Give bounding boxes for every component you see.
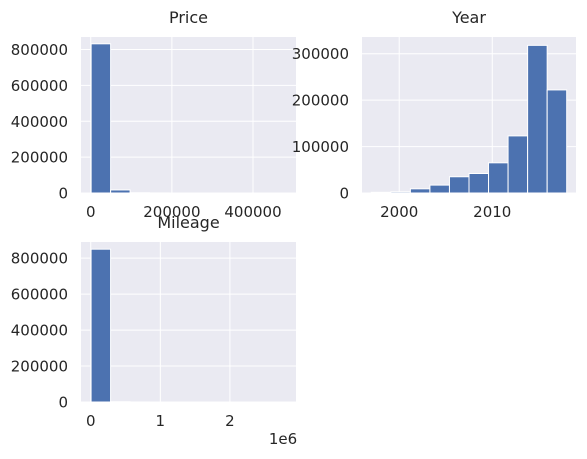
histogram-bar: [488, 162, 509, 194]
subplot-price: 0 200000 400000 0 200000 400000 600000 800000 P…: [11, 8, 296, 221]
y-tick-label: 100000: [292, 138, 349, 156]
histogram-bar: [370, 191, 392, 194]
subplot-year: 2000 2010 0 100000 200000 300000 Year: [292, 8, 576, 221]
subplot-mileage: 0 1 2 0 200000 400000 600000 800000 Mileage 1e6: [11, 213, 297, 448]
plot-area-price: [81, 37, 296, 193]
y-tick-label: 600000: [11, 77, 68, 95]
x-tick-label: 0: [86, 412, 96, 430]
x-tick-label: 2: [225, 412, 235, 430]
x-tick-label: 1: [156, 412, 166, 430]
histogram-bar: [409, 188, 431, 194]
plot-area-mileage: [81, 242, 296, 402]
y-tick-label: 0: [58, 394, 68, 412]
histogram-bar: [448, 176, 470, 194]
histogram-bar: [110, 189, 131, 194]
y-tick-label: 400000: [11, 113, 68, 131]
x-tick-label: 2000: [380, 203, 418, 221]
y-tick-label: 0: [58, 185, 68, 203]
y-tick-label: 800000: [11, 250, 68, 268]
histogram-bar: [90, 248, 112, 403]
histogram-bar: [468, 173, 490, 194]
histogram-bar: [507, 135, 529, 194]
histogram-bar: [429, 184, 450, 194]
histogram-bar: [527, 44, 548, 194]
y-tick-label: 200000: [11, 358, 68, 376]
x-offset-text-mileage: 1e6: [269, 430, 297, 448]
y-tick-label: 200000: [11, 149, 68, 167]
subplot-title-year: Year: [451, 8, 486, 27]
x-tick-label: 2010: [473, 203, 511, 221]
y-tick-label: 400000: [11, 322, 68, 340]
histogram-bar: [546, 89, 568, 194]
histogram-bar: [390, 191, 411, 194]
subplot-title-mileage: Mileage: [157, 213, 219, 232]
x-tick-label: 400000: [224, 203, 281, 221]
histogram-bar: [90, 43, 112, 194]
y-tick-label: 0: [339, 185, 349, 203]
y-tick-label: 300000: [292, 45, 349, 63]
subplot-title-price: Price: [169, 8, 208, 27]
x-tick-label: 200000: [143, 203, 200, 221]
x-tick-label: 0: [86, 203, 96, 221]
y-tick-label: 600000: [11, 286, 68, 304]
y-tick-label: 800000: [11, 41, 68, 59]
y-tick-label: 200000: [292, 92, 349, 110]
